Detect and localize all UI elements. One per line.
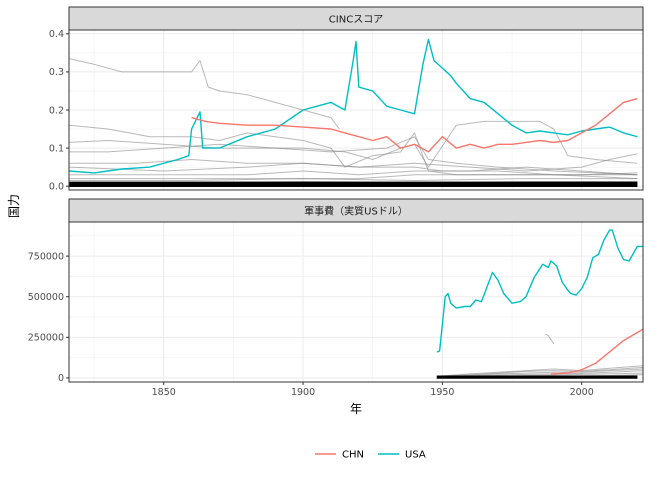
y-tick-label: 0.4 <box>49 29 64 40</box>
series-line-background <box>69 172 638 180</box>
series-line-usa <box>68 38 638 174</box>
y-tick-label: 0.0 <box>49 181 64 192</box>
series-band-small-countries <box>69 181 638 187</box>
y-tick-label: 0.3 <box>49 67 64 78</box>
panel-cinc: CINCスコア 0.0 0.1 0.2 0.3 0.4 <box>49 6 644 192</box>
series-band-small-countries <box>436 375 638 379</box>
series-line-background <box>69 178 638 181</box>
x-tick-label: 1850 <box>152 387 176 398</box>
series-line-usa <box>436 229 643 353</box>
series-line-background <box>545 333 555 345</box>
x-axis-title: 年 <box>350 402 362 416</box>
y-axis-title: 国力 <box>7 194 21 218</box>
panel-military-strip-label: 軍事費（実質USドル） <box>304 205 408 218</box>
y-tick-label: 0 <box>58 373 64 384</box>
y-tick-label: 250000 <box>28 333 64 344</box>
panel-military-plot-area <box>69 222 643 382</box>
x-tick-label: 1950 <box>430 387 454 398</box>
series-line-background <box>436 366 644 378</box>
legend-label-chn: CHN <box>342 450 364 461</box>
y-tick-label: 0.2 <box>49 105 64 116</box>
series-line-chn <box>191 97 638 153</box>
series-line-background <box>69 153 638 172</box>
panel-military: 軍事費（実質USドル） 0 250000 500000 750000 <box>28 198 644 384</box>
y-tick-label: 500000 <box>28 292 64 303</box>
series-line-background <box>68 162 638 180</box>
series-line-background <box>69 166 638 176</box>
legend: CHN USA <box>315 450 426 461</box>
series-line-background <box>69 136 638 176</box>
x-tick-label: 1900 <box>291 387 315 398</box>
y-tick-label: 750000 <box>28 251 64 262</box>
panel-cinc-border <box>68 29 644 191</box>
legend-label-usa: USA <box>405 450 426 461</box>
series-line-background <box>436 368 644 378</box>
series-line-chn <box>550 328 644 375</box>
series-line-background <box>436 365 644 377</box>
panel-cinc-strip-label: CINCスコア <box>329 15 383 26</box>
series-line-background <box>68 58 340 130</box>
x-tick-label: 2000 <box>570 387 594 398</box>
y-tick-label: 0.1 <box>49 143 64 154</box>
panel-military-border <box>68 221 644 383</box>
